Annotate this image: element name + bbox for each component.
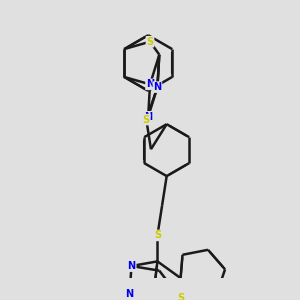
Text: N: N (125, 289, 134, 299)
Text: S: S (143, 115, 150, 124)
Text: N: N (128, 261, 136, 271)
Text: N: N (128, 261, 136, 271)
Text: S: S (154, 230, 161, 240)
Text: S: S (146, 37, 154, 47)
Text: S: S (177, 293, 184, 300)
Text: N: N (146, 79, 154, 89)
Text: N: N (153, 82, 161, 92)
Text: N: N (144, 112, 152, 122)
